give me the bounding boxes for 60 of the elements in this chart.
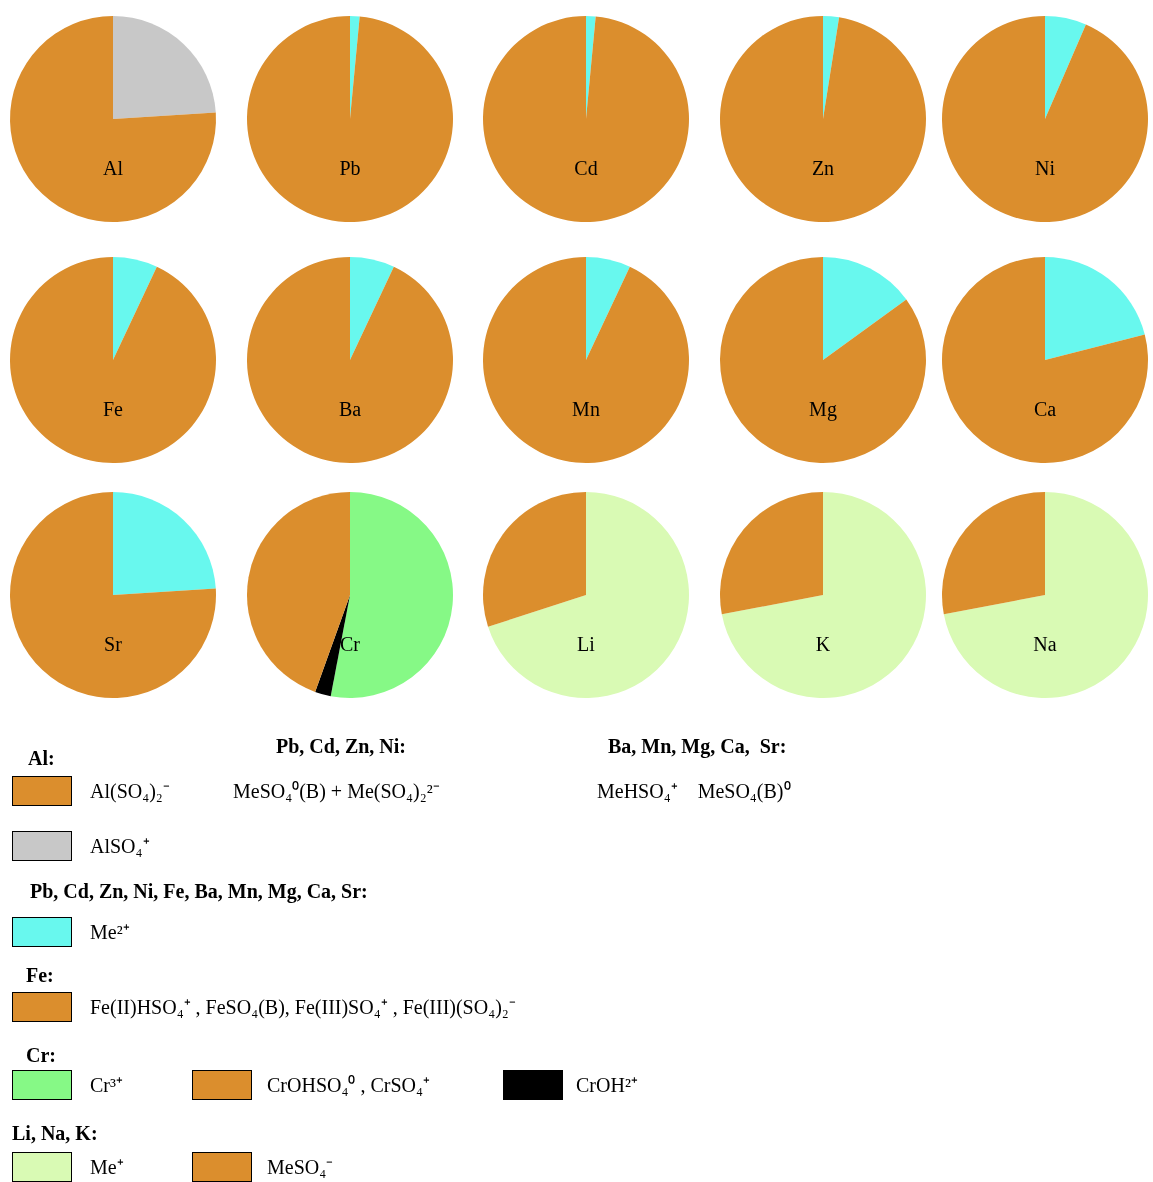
text: Al: — [28, 747, 55, 769]
text: K — [815, 633, 831, 655]
pie-slice — [942, 257, 1148, 463]
category-label: CrOH²⁺ — [576, 1074, 638, 1096]
pie-slice — [1045, 16, 1086, 119]
pie-slice — [721, 492, 926, 698]
pie-slice — [823, 16, 840, 119]
pie-slice — [586, 257, 630, 360]
text: Pb, Cd, Zn, Ni, Fe, Ba, Mn, Mg, Ca, Sr: — [30, 880, 368, 902]
text: Cd — [574, 157, 598, 179]
category-label: Cr³⁺ — [90, 1074, 123, 1096]
pie-slice — [488, 492, 689, 698]
category-label: CrOHSO₄⁰ , CrSO₄⁺ — [267, 1074, 430, 1096]
pie-slice — [942, 492, 1045, 615]
text: Na — [1033, 633, 1057, 655]
text: Ni — [1035, 157, 1056, 179]
category-label: Fe(II)HSO₄⁺ , FeSO₄(B), Fe(III)SO₄⁺ , Fe(III)(SO₄)₂⁻ — [90, 996, 516, 1018]
pie-slice — [10, 257, 216, 463]
pie-slice — [247, 257, 453, 463]
pie-slice — [483, 16, 689, 222]
text: Li — [577, 633, 596, 655]
text: Ba, Mn, Mg, Ca, Sr: — [608, 735, 787, 757]
text: Fe: — [26, 964, 54, 986]
category-label: Me²⁺ — [90, 921, 130, 943]
text: Li, Na, K: — [12, 1122, 98, 1144]
pie-slice — [942, 16, 1148, 222]
pie-slice — [720, 257, 926, 463]
text: Al — [103, 157, 124, 179]
pie-slice — [483, 257, 689, 463]
pie-slice — [10, 16, 216, 222]
text: Ca — [1033, 398, 1057, 420]
text: Pb, Cd, Zn, Ni: — [276, 735, 407, 757]
pie-slice — [483, 492, 586, 627]
pie-slice — [720, 492, 823, 615]
pie-slice — [330, 492, 453, 698]
pie-slice — [113, 492, 216, 595]
pie-slice — [247, 16, 453, 222]
text: Fe — [103, 398, 124, 420]
text: Sr — [104, 633, 123, 655]
pie-slice — [113, 257, 157, 360]
category-label: MeHSO₄⁺ MeSO₄(B)⁰ — [597, 780, 791, 802]
category-label: Al(SO₄)₂⁻ — [90, 780, 170, 802]
pie-slice — [10, 492, 216, 698]
pie-slice — [350, 257, 394, 360]
text: Pb — [339, 157, 361, 179]
pie-slice — [943, 492, 1148, 698]
category-label: Me⁺ — [90, 1156, 124, 1178]
text: Ba — [338, 398, 362, 420]
text: Cr: — [26, 1044, 56, 1066]
pie-slice — [823, 257, 907, 360]
text: Zn — [811, 157, 835, 179]
pie-slice — [113, 16, 216, 119]
pie-slice — [720, 16, 926, 222]
category-label: MeSO₄⁰(B) + Me(SO₄)₂²⁻ — [233, 780, 440, 802]
text: Cr — [340, 633, 361, 655]
category-label: MeSO₄⁻ — [267, 1156, 334, 1178]
text: Mn — [572, 398, 600, 420]
pie-slice — [1045, 257, 1145, 360]
text: Mg — [809, 398, 837, 421]
category-label: AlSO₄⁺ — [90, 835, 150, 857]
